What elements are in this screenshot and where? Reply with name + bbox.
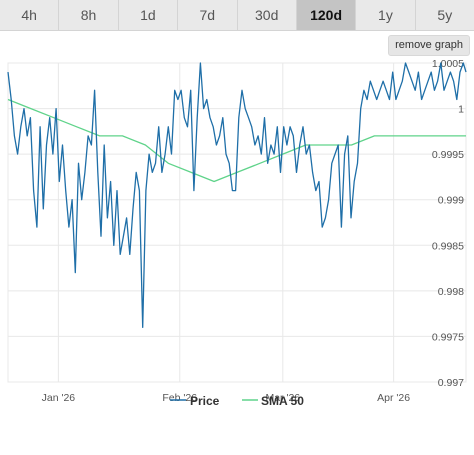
- remove-graph-button[interactable]: remove graph: [388, 35, 470, 56]
- x-tick-label: Jan '26: [42, 392, 76, 404]
- y-tick-label: 0.9995: [432, 149, 464, 161]
- x-axis-ticks: Jan '26 Feb '26 Mar '26 Apr '26: [42, 392, 411, 404]
- x-tick-label: Feb '26: [162, 392, 197, 404]
- tab-1y[interactable]: 1y: [356, 0, 416, 30]
- tab-5y[interactable]: 5y: [437, 7, 453, 23]
- chart-legend: Price SMA 50: [170, 394, 304, 408]
- tab-120d[interactable]: 120d: [296, 0, 357, 30]
- tab-30d[interactable]: 30d: [238, 0, 297, 30]
- price-series-line: [7, 62, 467, 328]
- y-tick-label: 0.998: [438, 286, 464, 298]
- legend-price-label: Price: [190, 394, 220, 408]
- tab-7d[interactable]: 7d: [178, 0, 238, 30]
- tab-1d[interactable]: 1d: [119, 0, 179, 30]
- x-tick-label: Apr '26: [377, 392, 410, 404]
- x-tick-label: Mar '26: [265, 392, 300, 404]
- tab-8h[interactable]: 8h: [59, 0, 119, 30]
- y-tick-label: 0.9985: [432, 240, 464, 252]
- y-tick-label: 0.9975: [432, 331, 464, 343]
- y-tick-label: 1.0005: [432, 58, 464, 70]
- time-range-tabs: 4h 8h 1d 7d 30d 120d 1y 5y: [0, 0, 474, 31]
- y-axis-ticks: 1.0005 1 0.9995 0.999 0.9985 0.998 0.9975 0.997: [432, 58, 464, 389]
- tab-4h[interactable]: 4h: [0, 0, 60, 30]
- y-tick-label: 1: [458, 104, 464, 116]
- y-tick-label: 0.997: [438, 377, 464, 389]
- y-tick-label: 0.999: [438, 195, 464, 207]
- chart-series: [7, 62, 467, 328]
- legend-sma-label: SMA 50: [261, 394, 304, 408]
